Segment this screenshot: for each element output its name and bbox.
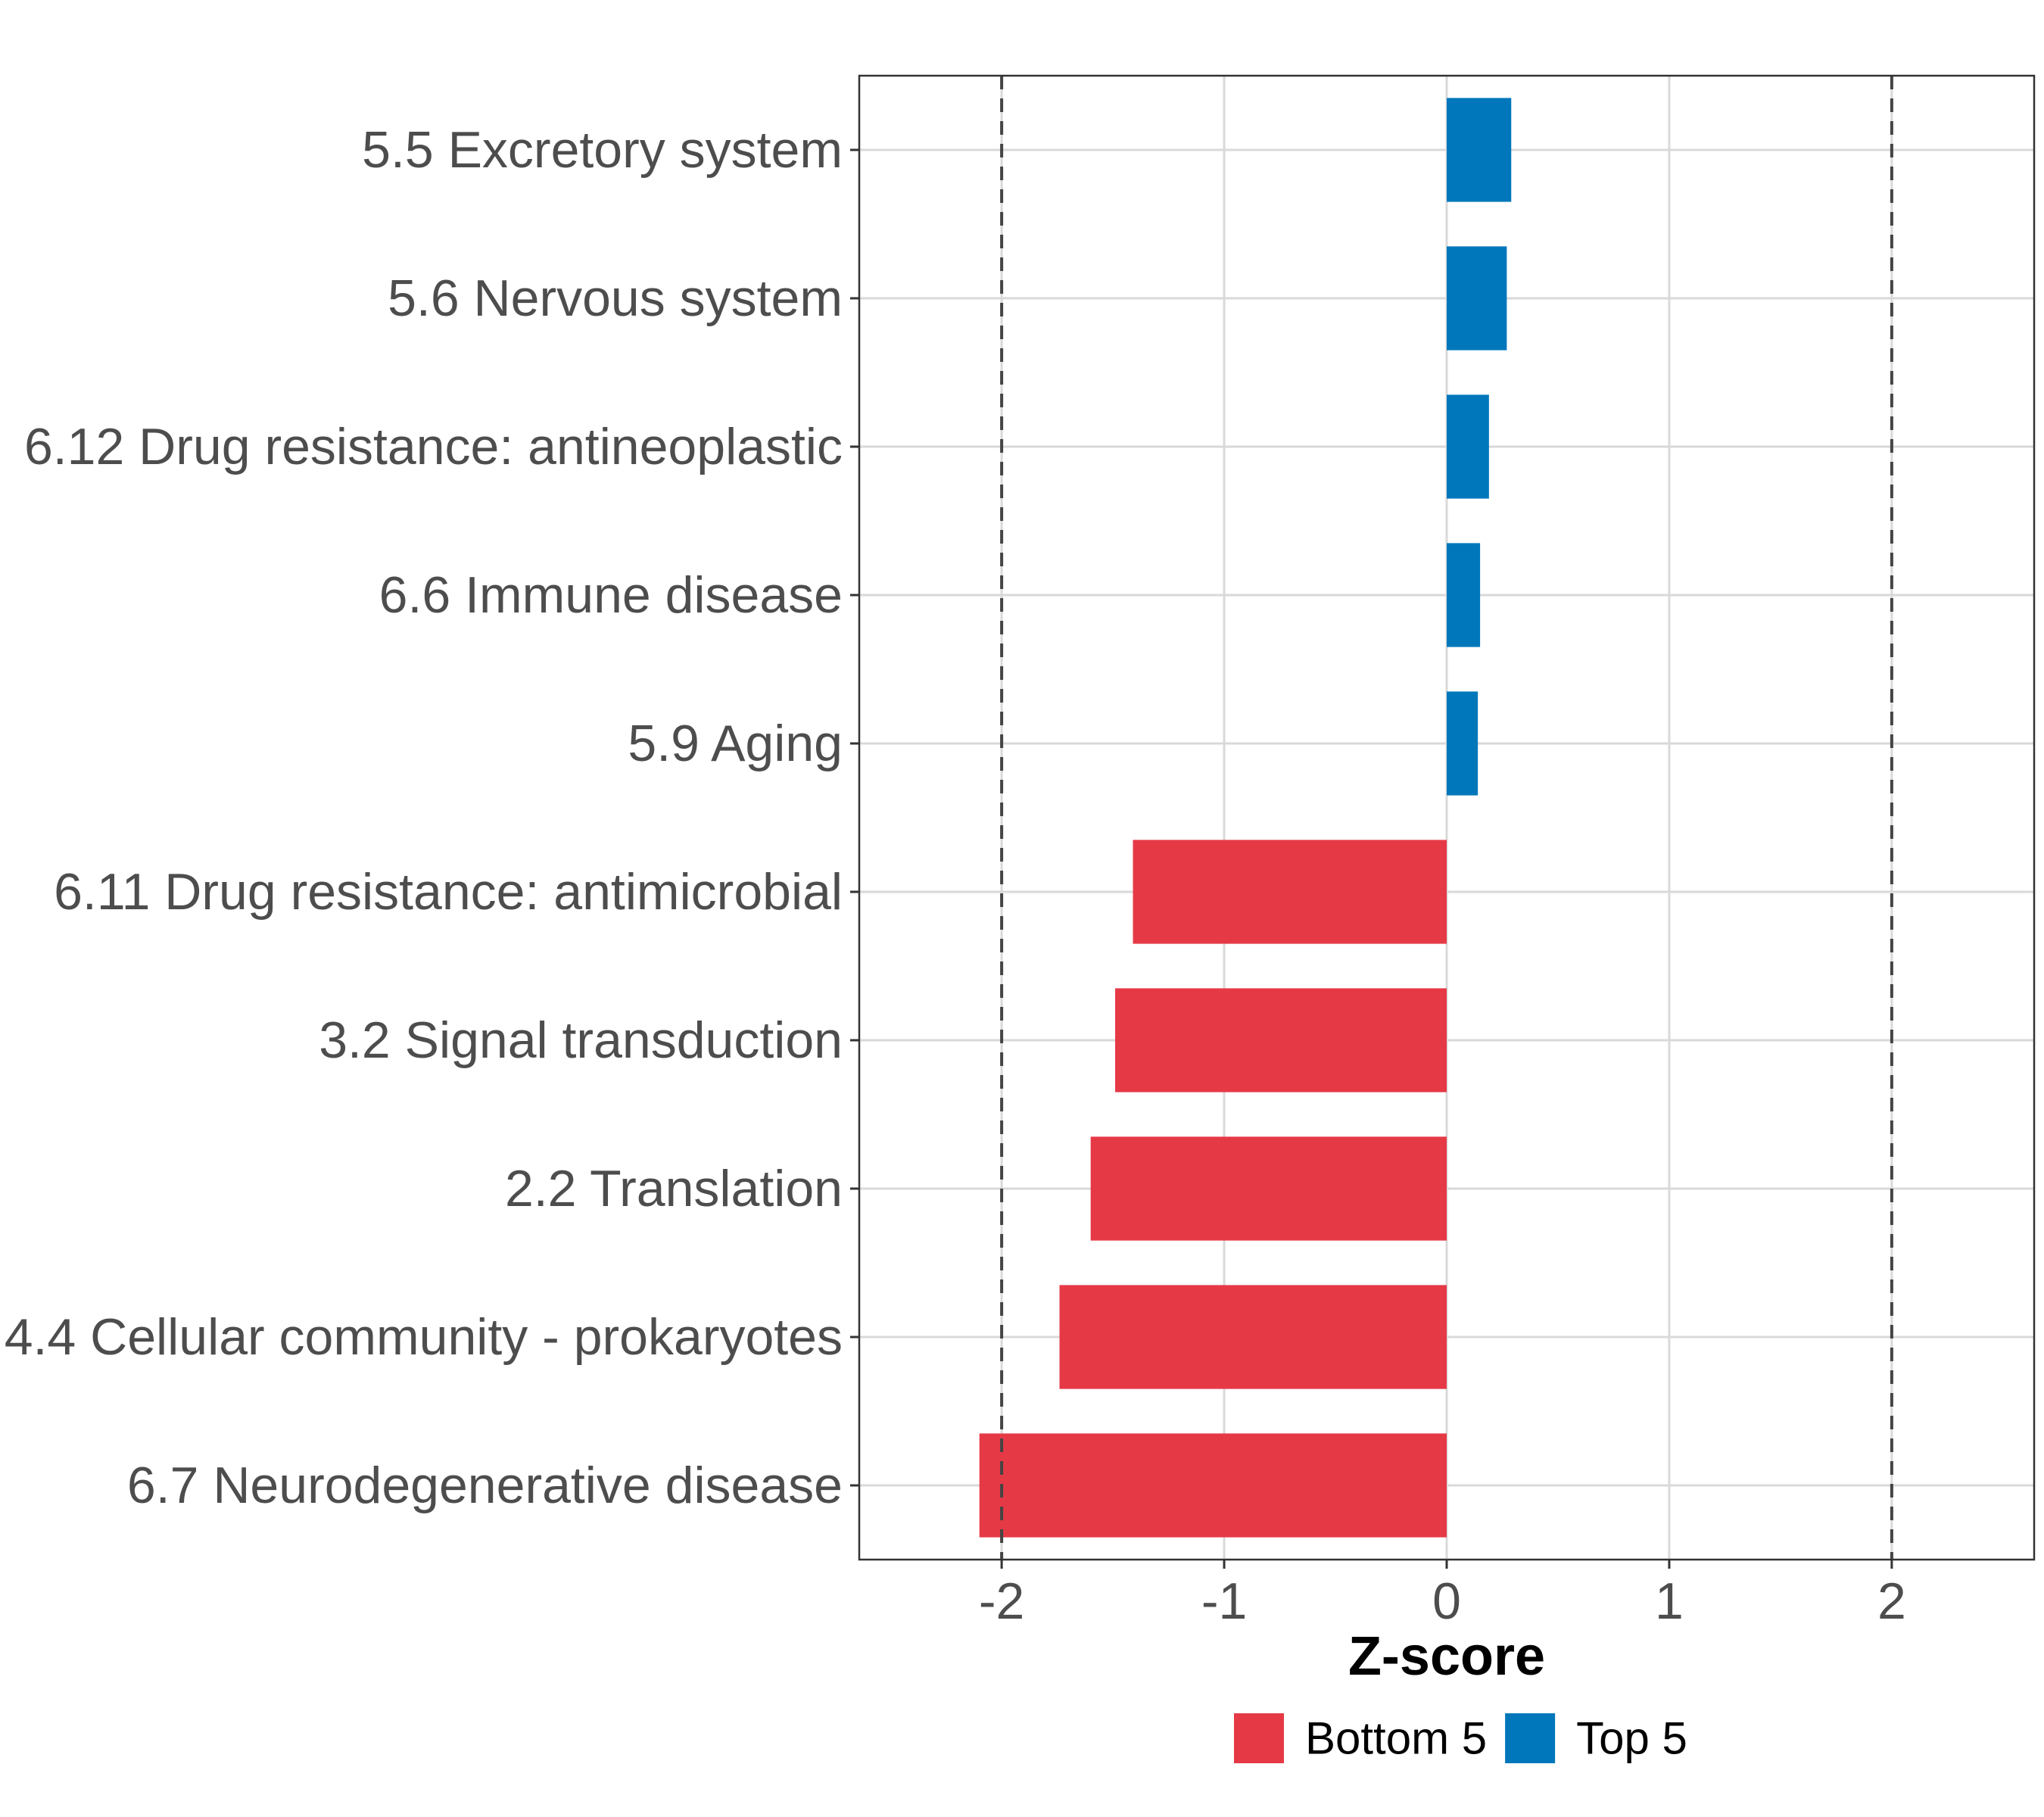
category-label: 6.6 Immune disease	[379, 566, 843, 624]
category-label: 6.11 Drug resistance: antimicrobial	[54, 863, 843, 921]
y-axis: 5.5 Excretory system 5.6 Nervous system 6.…	[5, 121, 859, 1514]
x-tick-label: 1	[1655, 1572, 1684, 1630]
x-tick-label: -1	[1201, 1572, 1247, 1630]
x-axis: -2 -1 0 1 2	[979, 1560, 1906, 1630]
legend-label: Bottom 5	[1305, 1713, 1487, 1764]
bar-top-5	[1447, 691, 1478, 796]
bar-bottom-8	[1090, 1136, 1447, 1241]
bar-top-1	[1447, 98, 1512, 202]
legend-key-bottom	[1234, 1713, 1284, 1763]
category-label: 6.7 Neurodegenerative disease	[127, 1457, 843, 1514]
bar-top-4	[1447, 543, 1481, 647]
x-tick-label: 2	[1877, 1572, 1906, 1630]
legend: Bottom 5 Top 5	[1234, 1713, 1687, 1764]
category-label: 5.5 Excretory system	[362, 121, 843, 179]
bar-bottom-7	[1115, 988, 1447, 1092]
category-label: 4.4 Cellular community - prokaryotes	[5, 1308, 843, 1366]
category-label: 5.9 Aging	[628, 715, 843, 772]
bar-bottom-10	[979, 1433, 1447, 1538]
x-axis-title: Z-score	[1348, 1626, 1545, 1687]
bars	[979, 98, 1512, 1538]
category-label: 6.12 Drug resistance: antineoplastic	[24, 418, 843, 475]
reference-lines	[1000, 76, 1893, 1560]
legend-key-top	[1505, 1713, 1556, 1763]
x-tick-label: -2	[979, 1572, 1024, 1630]
bar-top-3	[1447, 394, 1489, 499]
x-tick-label: 0	[1432, 1572, 1461, 1630]
category-label: 2.2 Translation	[505, 1160, 843, 1217]
legend-label: Top 5	[1576, 1713, 1687, 1764]
bar-bottom-9	[1059, 1285, 1447, 1389]
bar-top-2	[1447, 246, 1507, 351]
bar-bottom-6	[1133, 840, 1447, 944]
category-label: 3.2 Signal transduction	[319, 1011, 843, 1069]
category-label: 5.6 Nervous system	[388, 270, 843, 327]
